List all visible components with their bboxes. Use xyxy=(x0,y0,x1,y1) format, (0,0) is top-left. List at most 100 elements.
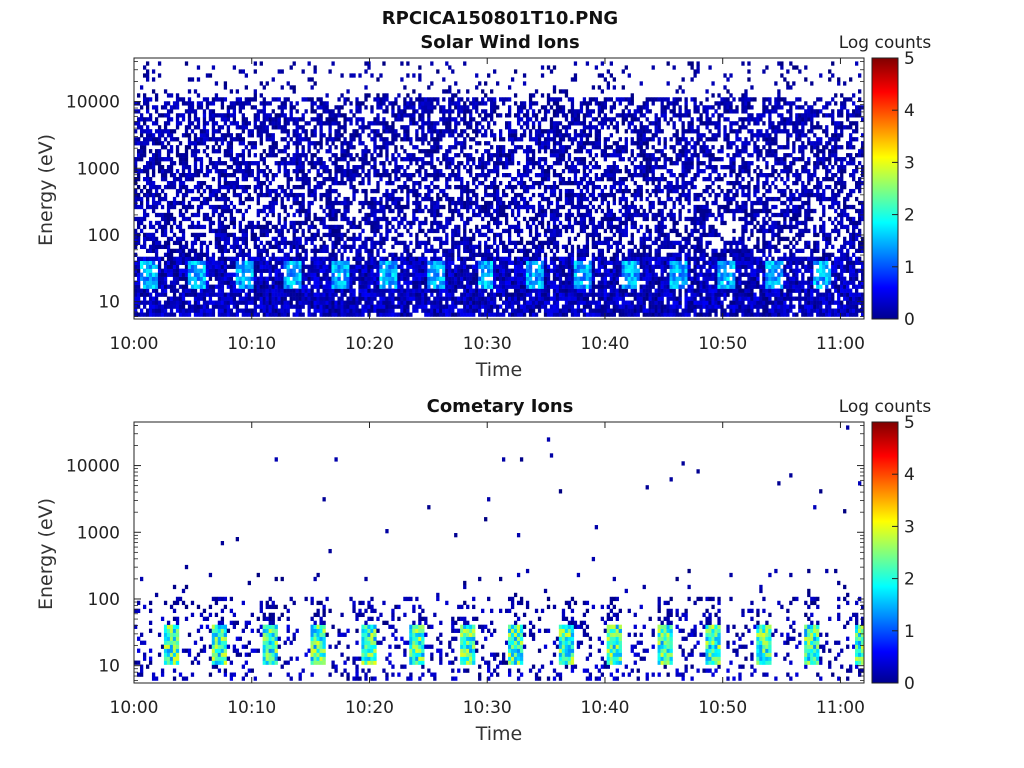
heatmap-cell xyxy=(406,284,410,289)
heatmap-cell xyxy=(352,232,356,238)
heatmap-cell xyxy=(202,260,207,265)
heatmap-cell xyxy=(373,288,377,293)
heatmap-cell xyxy=(421,300,425,305)
heatmap-cell xyxy=(286,161,290,166)
heatmap-cell xyxy=(265,304,269,309)
heatmap-cell xyxy=(481,165,485,170)
heatmap-cell xyxy=(466,153,470,158)
heatmap-cell xyxy=(208,308,213,313)
heatmap-cell xyxy=(355,133,359,138)
heatmap-cell xyxy=(510,129,515,134)
heatmap-cell xyxy=(259,252,263,257)
heatmap-cell xyxy=(187,173,192,178)
heatmap-cell xyxy=(528,224,533,230)
heatmap-cell xyxy=(268,256,272,261)
heatmap-cell xyxy=(235,176,240,182)
heatmap-cell xyxy=(364,264,368,269)
heatmap-cell xyxy=(331,204,335,210)
heatmap-cell xyxy=(232,204,237,210)
heatmap-cell xyxy=(328,157,332,162)
heatmap-cell xyxy=(373,117,377,122)
heatmap-cell xyxy=(519,180,524,186)
heatmap-cell xyxy=(229,149,234,154)
heatmap-cell xyxy=(346,244,350,250)
heatmap-cell xyxy=(415,284,419,289)
heatmap-cell xyxy=(406,304,410,309)
heatmap-cell xyxy=(241,212,245,218)
heatmap-cell xyxy=(507,85,512,90)
heatmap-cell xyxy=(178,244,183,250)
heatmap-cell xyxy=(421,157,425,162)
heatmap-cell xyxy=(187,264,192,269)
heatmap-cell xyxy=(145,133,150,138)
heatmap-cell xyxy=(451,268,455,273)
heatmap-cell xyxy=(238,105,242,110)
heatmap-cell xyxy=(352,288,356,293)
heatmap-cell xyxy=(376,93,380,98)
heatmap-cell xyxy=(537,145,542,150)
heatmap-cell xyxy=(364,272,368,277)
heatmap-cell xyxy=(361,157,365,162)
panel-title: Solar Wind Ions xyxy=(420,32,579,53)
heatmap-cell xyxy=(481,180,485,186)
heatmap-cell xyxy=(274,308,278,313)
heatmap-cell xyxy=(289,109,293,114)
heatmap-cell xyxy=(510,240,515,246)
heatmap-cell xyxy=(304,284,308,289)
heatmap-cell xyxy=(172,284,177,289)
heatmap-cell xyxy=(241,161,245,166)
heatmap-cell xyxy=(403,212,407,218)
heatmap-cell xyxy=(196,284,201,289)
heatmap-cell xyxy=(409,260,413,265)
heatmap-cell xyxy=(501,260,506,265)
heatmap-cell xyxy=(421,268,425,273)
heatmap-cell xyxy=(358,220,362,226)
heatmap-cell xyxy=(253,117,257,122)
heatmap-cell xyxy=(424,300,428,305)
heatmap-cell xyxy=(307,149,311,154)
heatmap-cell xyxy=(310,292,314,297)
heatmap-cell xyxy=(376,284,380,289)
heatmap-cell xyxy=(232,292,237,297)
heatmap-cell xyxy=(430,61,434,66)
heatmap-cell xyxy=(337,228,341,234)
heatmap-cell xyxy=(319,145,323,150)
heatmap-cell xyxy=(337,121,341,126)
heatmap-cell xyxy=(259,101,263,106)
heatmap-cell xyxy=(484,192,488,198)
heatmap-cell xyxy=(385,304,389,309)
heatmap-cell xyxy=(400,137,404,142)
heatmap-cell xyxy=(340,133,344,138)
heatmap-cell xyxy=(385,169,389,174)
heatmap-cell xyxy=(510,308,515,313)
heatmap-cell xyxy=(418,276,422,281)
heatmap-cell xyxy=(196,276,201,281)
heatmap-cell xyxy=(439,244,443,250)
heatmap-cell xyxy=(501,212,506,218)
heatmap-cell xyxy=(496,276,500,281)
heatmap-cell xyxy=(175,169,180,174)
heatmap-cell xyxy=(280,280,284,285)
heatmap-cell xyxy=(154,284,159,289)
heatmap-cell xyxy=(235,244,240,250)
heatmap-cell xyxy=(214,81,219,86)
heatmap-cell xyxy=(367,280,371,285)
heatmap-cell xyxy=(379,300,383,305)
heatmap-cell xyxy=(499,153,503,158)
heatmap-cell xyxy=(217,196,222,202)
heatmap-cell xyxy=(457,252,461,257)
heatmap-cell xyxy=(543,272,548,277)
heatmap-cell xyxy=(346,200,350,206)
heatmap-cell xyxy=(328,280,332,285)
heatmap-cell xyxy=(507,296,512,301)
heatmap-cell xyxy=(229,256,234,261)
heatmap-cell xyxy=(394,272,398,277)
heatmap-cell xyxy=(418,157,422,162)
heatmap-cell xyxy=(454,276,458,281)
heatmap-cell xyxy=(513,244,518,250)
heatmap-cell xyxy=(406,129,410,134)
heatmap-cell xyxy=(466,300,470,305)
heatmap-cell xyxy=(145,180,150,186)
heatmap-cell xyxy=(469,308,473,313)
heatmap-cell xyxy=(304,276,308,281)
